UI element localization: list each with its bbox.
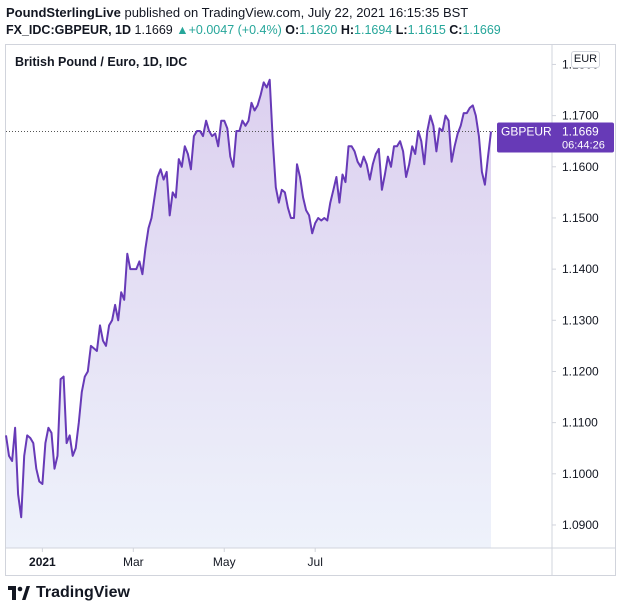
series-area-fill (6, 79, 491, 549)
y-tick-label: 1.1600 (562, 160, 599, 174)
price-badge-symbol: GBPEUR (501, 124, 552, 138)
ohlc-line: FX_IDC:GBPEUR, 1D 1.1669 ▲+0.0047 (+0.4%… (6, 23, 501, 37)
x-tick-label: Mar (123, 555, 144, 569)
currency-button[interactable]: EUR (571, 51, 600, 68)
open-value: 1.1620 (299, 23, 338, 37)
chart-frame (5, 44, 616, 576)
y-tick-label: 1.1200 (562, 364, 599, 378)
y-tick-label: 1.0900 (562, 518, 599, 532)
low-value: 1.1615 (407, 23, 446, 37)
publish-info: published on TradingView.com, July 22, 2… (124, 5, 469, 20)
high-label: H: (340, 23, 355, 37)
symbol-label: FX_IDC:GBPEUR, 1D (6, 23, 132, 37)
price-badge-value: 1.1669 (562, 124, 599, 138)
series-line[interactable] (5, 78, 492, 519)
last-price: 1.1669 (134, 23, 173, 37)
chart-legend: British Pound / Euro, 1D, IDC (15, 55, 188, 69)
tradingview-brand[interactable]: TradingView (8, 584, 130, 602)
open-label: O: (285, 23, 300, 37)
price-change: +0.0047 (+0.4%) (188, 23, 282, 37)
x-tick-label: Jul (308, 555, 323, 569)
y-tick-label: 1.1000 (562, 467, 599, 481)
brand-name: TradingView (36, 584, 130, 601)
y-tick-label: 1.1700 (562, 109, 599, 123)
x-tick-label: 2021 (29, 555, 56, 569)
price-badge (497, 122, 614, 153)
low-label: L: (395, 23, 408, 37)
y-tick-label: 1.1300 (562, 313, 599, 327)
author-name[interactable]: PoundSterlingLive (6, 5, 121, 20)
price-badge-countdown: 06:44:26 (562, 139, 605, 151)
publish-line: PoundSterlingLive published on TradingVi… (6, 5, 468, 20)
close-value: 1.1669 (462, 23, 501, 37)
y-tick-label: 1.1500 (562, 211, 599, 225)
tradingview-logo-icon (8, 586, 30, 600)
high-value: 1.1694 (354, 23, 393, 37)
x-tick-label: May (213, 555, 236, 569)
close-label: C: (449, 23, 463, 37)
up-arrow-icon: ▲ (176, 23, 189, 37)
y-tick-label: 1.1400 (562, 262, 599, 276)
y-tick-label: 1.1100 (562, 416, 598, 430)
